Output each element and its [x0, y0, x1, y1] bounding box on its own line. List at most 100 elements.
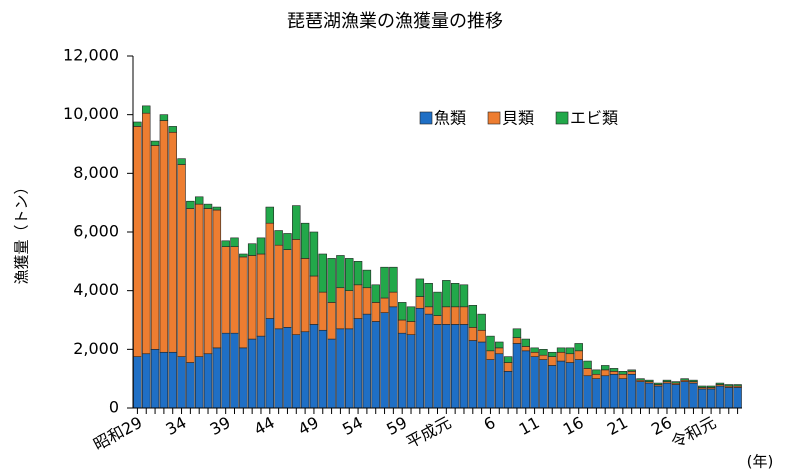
y-tick-label: 4,000: [73, 280, 119, 299]
bar-segment: [230, 332, 239, 409]
bar-segment: [574, 350, 583, 360]
bar-segment: [336, 255, 345, 289]
bar-segment: [583, 375, 592, 409]
bar-segment: [477, 329, 486, 343]
bar-segment: [512, 337, 522, 344]
bar-segment: [609, 371, 619, 375]
bar-segment: [406, 306, 416, 322]
bar-segment: [415, 278, 425, 297]
bar-segment: [609, 373, 619, 409]
x-tick-label: 6: [481, 413, 499, 435]
bar-segment: [247, 338, 257, 409]
bar-segment: [556, 351, 566, 362]
bar-segment: [459, 306, 469, 325]
legend-label: エビ類: [570, 109, 618, 128]
bar-segment: [715, 385, 725, 409]
bar-segment: [495, 341, 504, 349]
bar-segment: [159, 351, 169, 409]
bar-segment: [495, 353, 504, 409]
bar-segment: [318, 253, 327, 293]
bar-segment: [442, 306, 451, 325]
bar-segment: [671, 384, 681, 409]
y-tick-label: 8,000: [73, 163, 119, 182]
legend-swatch: [419, 111, 433, 125]
bar-segment: [389, 266, 398, 293]
bar-segment: [327, 338, 336, 409]
bar-segment: [618, 371, 628, 375]
bar-segment: [618, 378, 628, 409]
bar-segment: [142, 112, 151, 355]
bar-segment: [309, 324, 319, 409]
bar-segment: [468, 340, 478, 409]
x-tick-label: 21: [604, 413, 631, 439]
bar-segment: [636, 378, 645, 381]
bar-segment: [415, 307, 425, 409]
bar-segment: [565, 353, 575, 363]
bar-segment: [548, 356, 557, 366]
bar-segment: [627, 371, 636, 375]
bar-segment: [627, 369, 636, 372]
bar-segment: [618, 373, 628, 379]
bar-segment: [239, 347, 248, 409]
bar-segment: [159, 120, 169, 353]
bar-segment: [450, 324, 460, 409]
bar-segment: [583, 368, 592, 377]
bar-segment: [459, 284, 469, 308]
bar-segment: [283, 249, 292, 328]
bar-segment: [477, 313, 486, 331]
bar-segment: [486, 335, 495, 352]
bar-segment: [645, 382, 654, 409]
bar-segment: [521, 350, 530, 409]
bar-segment: [415, 296, 425, 309]
y-axis-label: 漁獲量（トン）: [13, 179, 31, 284]
bar-segment: [142, 105, 151, 114]
bar-segment: [397, 302, 407, 321]
x-tick-label: 39: [207, 413, 234, 439]
bar-segment: [442, 280, 451, 308]
x-tick-label: 平成元: [403, 413, 454, 452]
bar-segment: [530, 356, 539, 409]
bar-segment: [574, 343, 583, 352]
bar-segment: [230, 237, 239, 247]
bar-segment: [194, 196, 204, 205]
bar-segment: [247, 243, 257, 256]
bar-segment: [724, 387, 733, 409]
bar-segment: [380, 297, 389, 313]
bar-segment: [698, 388, 707, 409]
bar-segment: [283, 327, 292, 409]
bar-segment: [662, 382, 672, 409]
bar-segment: [600, 375, 610, 409]
bar-segment: [592, 373, 601, 379]
bar-segment: [583, 360, 592, 369]
bar-segment: [150, 145, 160, 350]
bar-segment: [548, 351, 557, 357]
bar-segment: [609, 368, 619, 372]
x-tick-label: 昭和29: [90, 413, 145, 454]
bar-segment: [265, 206, 275, 224]
bar-segment: [424, 313, 433, 409]
x-tick-label: 54: [339, 413, 366, 439]
bar-segment: [221, 240, 230, 247]
bar-segment: [292, 239, 301, 335]
bar-segment: [600, 369, 610, 377]
y-tick-label: 2,000: [73, 339, 119, 358]
bar-segment: [177, 164, 186, 357]
bar-segment: [203, 208, 213, 355]
bar-segment: [530, 347, 539, 353]
bar-segment: [318, 329, 327, 409]
y-tick-label: 0: [109, 398, 119, 417]
bar-segment: [362, 269, 372, 289]
bar-segment: [442, 324, 451, 409]
bar-segment: [309, 275, 319, 325]
bar-segment: [203, 353, 213, 409]
bar-segment: [433, 324, 442, 409]
bar-segment: [512, 343, 522, 409]
bar-segment: [574, 359, 583, 409]
x-tick-label: 49: [295, 413, 322, 439]
bar-segment: [168, 131, 177, 353]
bar-segment: [503, 371, 513, 409]
x-tick-label: 16: [560, 413, 587, 439]
bar-segment: [292, 334, 301, 409]
bar-segment: [450, 306, 460, 325]
bar-segment: [274, 230, 283, 246]
